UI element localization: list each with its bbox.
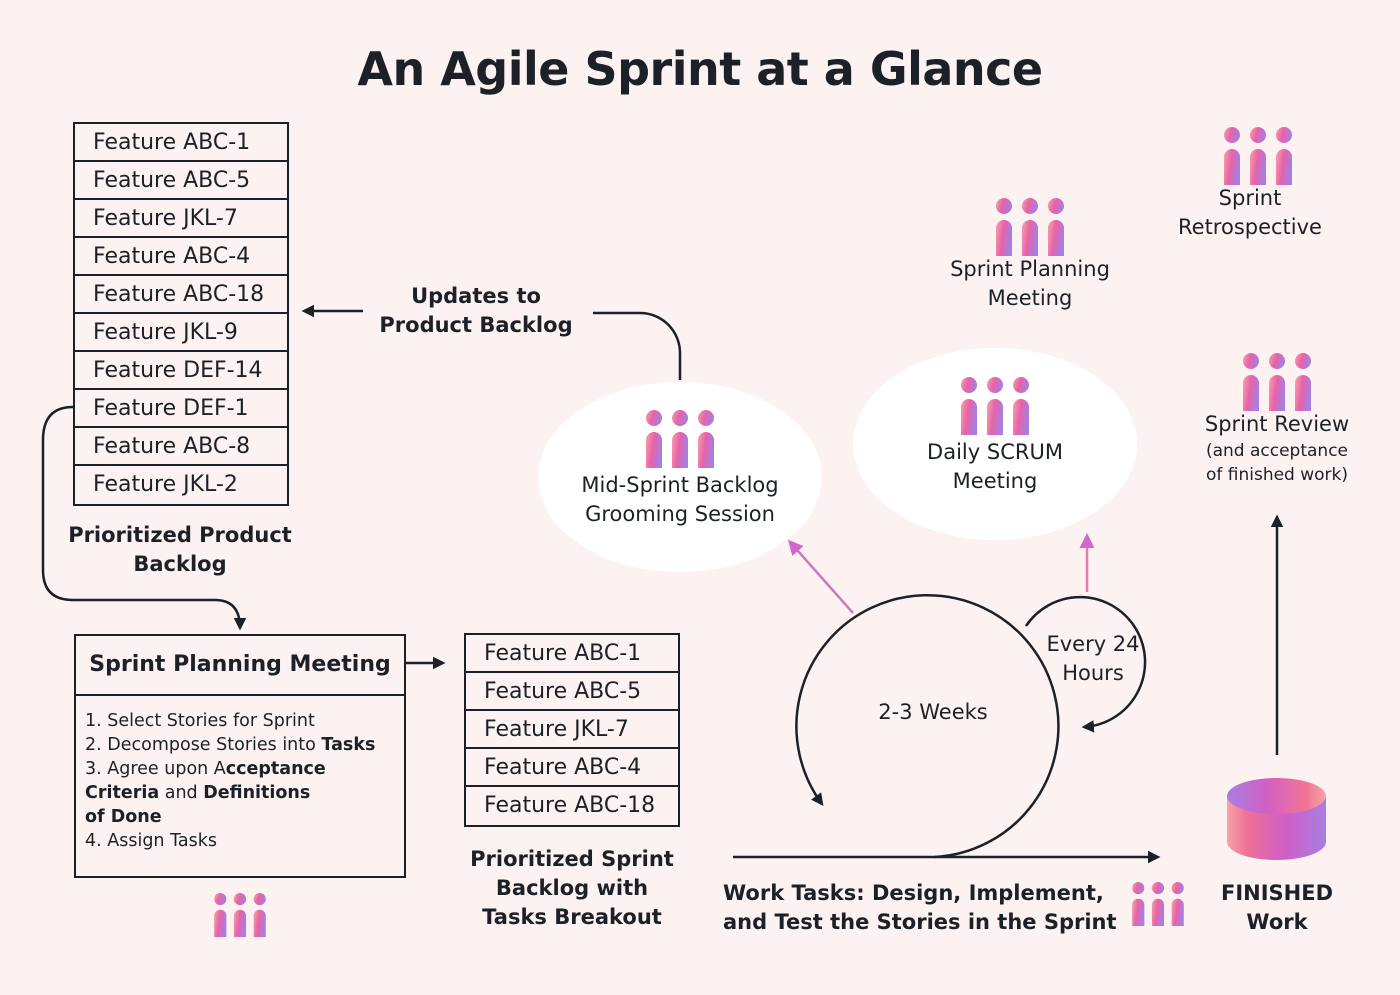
- grooming-bubble: [538, 382, 822, 572]
- review-line: (and acceptance: [1205, 441, 1349, 461]
- retro-line: Sprint: [1218, 186, 1282, 210]
- step-text: 3. Agree upon A: [85, 759, 226, 779]
- daily-cycle-label: Every 24 Hours: [1033, 630, 1153, 688]
- updates-line: Updates to: [411, 284, 541, 308]
- updates-label: Updates to Product Backlog: [346, 282, 606, 340]
- work-tasks-line: and Test the Stories in the Sprint: [723, 910, 1117, 934]
- retrospective-label: Sprint Retrospective: [1120, 184, 1380, 242]
- sprint-backlog-item: Feature JKL-7: [466, 711, 678, 749]
- sprint-planning-title: Sprint Planning Meeting: [76, 636, 404, 696]
- grooming-line: Mid-Sprint Backlog: [581, 473, 779, 497]
- work-tasks-label: Work Tasks: Design, Implement, and Test …: [723, 879, 1117, 937]
- caption-line: Prioritized Sprint: [470, 847, 674, 871]
- sprint-planning-label: Sprint Planning Meeting: [890, 255, 1170, 313]
- review-label: Sprint Review (and acceptance of finishe…: [1150, 410, 1400, 487]
- step: 3. Agree upon Acceptance: [85, 757, 404, 781]
- daily-cycle-circle: [1024, 595, 1147, 733]
- backlog-item: Feature DEF-14: [75, 352, 287, 390]
- planning-line: Meeting: [987, 286, 1073, 310]
- step-bold: cceptance: [225, 759, 326, 779]
- step: 1. Select Stories for Sprint: [85, 709, 404, 733]
- finished-line: FINISHED: [1220, 881, 1334, 905]
- work-tasks-line: Work Tasks: Design, Implement,: [723, 881, 1104, 905]
- step-bold: of Done: [85, 807, 162, 827]
- team-icon: [1223, 127, 1293, 185]
- backlog-item: Feature ABC-18: [75, 276, 287, 314]
- cycle-to-grooming-arrow: [788, 539, 854, 614]
- backlog-item: Feature ABC-8: [75, 428, 287, 466]
- review-line: Sprint Review: [1204, 412, 1350, 436]
- daily-scrum-label: Daily SCRUM Meeting: [855, 438, 1135, 496]
- retro-line: Retrospective: [1178, 215, 1322, 239]
- backlog-item: Feature ABC-5: [75, 162, 287, 200]
- team-icon: [960, 377, 1030, 435]
- team-icon: [1242, 353, 1312, 411]
- sprint-backlog-caption: Prioritized Sprint Backlog with Tasks Br…: [432, 845, 712, 932]
- grooming-to-updates-line: [593, 311, 682, 380]
- review-line: of finished work): [1205, 465, 1349, 485]
- sprint-backlog-item: Feature ABC-5: [466, 673, 678, 711]
- sprint-backlog-item: Feature ABC-4: [466, 749, 678, 787]
- step: 4. Assign Tasks: [85, 829, 404, 853]
- daily-cycle-line: Hours: [1062, 661, 1124, 685]
- backlog-item: Feature JKL-2: [93, 472, 238, 497]
- planning-line: Sprint Planning: [950, 257, 1110, 281]
- product-backlog-table: Feature ABC-1 Feature ABC-5 Feature JKL-…: [73, 122, 289, 506]
- sprint-planning-box: Sprint Planning Meeting 1. Select Storie…: [74, 634, 406, 878]
- step: Criteria and Definitions: [85, 781, 404, 805]
- backlog-item: Feature JKL-9: [75, 314, 287, 352]
- step: of Done: [85, 805, 404, 829]
- backlog-item: Feature ABC-4: [75, 238, 287, 276]
- product-backlog-caption: Prioritized Product Backlog: [30, 521, 330, 579]
- finished-label: FINISHED Work: [1187, 879, 1367, 937]
- finished-work-cylinder-icon: [1227, 778, 1326, 860]
- sprint-cycle-circle: [795, 594, 1060, 859]
- caption-line: Tasks Breakout: [482, 905, 662, 929]
- sprint-backlog-table: Feature ABC-1 Feature ABC-5 Feature JKL-…: [464, 633, 680, 827]
- step-text: 4. Assign Tasks: [85, 831, 217, 851]
- step-bold: Tasks: [321, 735, 376, 755]
- grooming-label: Mid-Sprint Backlog Grooming Session: [540, 471, 820, 529]
- step-text: 2. Decompose Stories into: [85, 735, 322, 755]
- finished-line: Work: [1246, 910, 1308, 934]
- backlog-to-planning-arrow: [41, 405, 247, 631]
- team-icon: [995, 198, 1065, 256]
- team-icon: [645, 410, 715, 468]
- caption-line: Backlog with: [495, 876, 649, 900]
- backlog-item: Feature JKL-7: [75, 200, 287, 238]
- backlog-item: Feature ABC-1: [75, 124, 287, 162]
- grooming-line: Grooming Session: [585, 502, 775, 526]
- sprint-length-label: 2-3 Weeks: [878, 700, 988, 724]
- sprint-backlog-item: Feature ABC-18: [484, 793, 656, 818]
- page-title: An Agile Sprint at a Glance: [357, 42, 1043, 96]
- updates-line: Product Backlog: [379, 313, 573, 337]
- caption-line: Backlog: [133, 552, 227, 576]
- daily-cycle-line: Every 24: [1046, 632, 1140, 656]
- backlog-item: Feature DEF-1: [75, 390, 287, 428]
- daily-scrum-line: Daily SCRUM: [927, 440, 1063, 464]
- sprint-backlog-item: Feature ABC-1: [466, 635, 678, 673]
- step: 2. Decompose Stories into Tasks: [85, 733, 404, 757]
- team-icon: [1123, 882, 1193, 926]
- step-bold: Criteria: [85, 783, 160, 803]
- caption-line: Prioritized Product: [68, 523, 292, 547]
- step-bold: Definitions: [203, 783, 311, 803]
- team-icon: [205, 893, 275, 937]
- daily-scrum-line: Meeting: [952, 469, 1038, 493]
- step-text: and: [159, 783, 204, 803]
- sprint-planning-steps: 1. Select Stories for Sprint 2. Decompos…: [76, 696, 404, 853]
- daily-scrum-bubble: [853, 348, 1137, 540]
- step-text: 1. Select Stories for Sprint: [85, 711, 315, 731]
